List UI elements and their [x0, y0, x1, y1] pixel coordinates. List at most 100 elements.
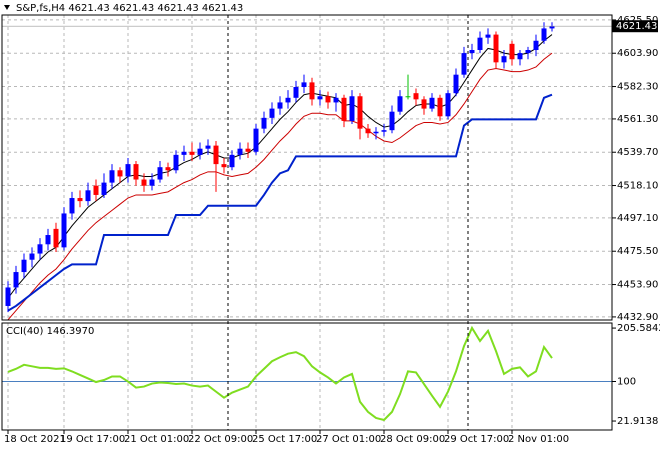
candle-body: [325, 96, 331, 103]
x-tick-label: 18 Oct 2021: [4, 434, 66, 445]
candle-body: [389, 111, 395, 131]
chart-title: S&P,fs,H4 4621.43 4621.43 4621.43 4621.4…: [16, 3, 243, 14]
x-tick-label: 2 Nov 01:00: [508, 434, 569, 445]
candle-body: [69, 198, 75, 214]
candle-body: [261, 117, 267, 129]
indicator-line: [7, 52, 553, 321]
y-tick-label: 4453.90: [617, 280, 658, 291]
candle-body: [133, 164, 139, 180]
cci-panel: [1, 322, 613, 431]
candle-body: [197, 148, 203, 155]
candle-body: [245, 148, 251, 152]
candle-body: [549, 26, 555, 29]
candle-body: [101, 182, 107, 195]
candle-body: [349, 96, 355, 121]
x-tick-label: 28 Oct 09:00: [380, 434, 445, 445]
candle-body: [469, 50, 475, 54]
candle-body: [317, 96, 323, 100]
candle-body: [5, 287, 11, 306]
x-tick-label: 21 Oct 01:00: [124, 434, 189, 445]
candle-body: [37, 244, 43, 254]
candle-body: [493, 34, 499, 63]
candle-body: [141, 179, 147, 186]
x-tick-label: 25 Oct 17:00: [252, 434, 317, 445]
y-tick-label: 100: [617, 377, 636, 388]
candle-body: [437, 97, 443, 117]
candle-body: [365, 128, 371, 134]
candle-body: [117, 170, 123, 177]
y-tick-label: 4582.30: [617, 82, 658, 93]
indicator-line: [7, 34, 553, 299]
candle-body: [205, 145, 211, 149]
indicator-line: [7, 93, 553, 312]
indicator-line: [7, 325, 553, 422]
bid-box: [612, 20, 658, 33]
y-tick-label: 4475.50: [617, 246, 658, 257]
y-tick-label: 4432.90: [617, 312, 658, 323]
candle-body: [445, 93, 451, 117]
y-tick-label: 4539.70: [617, 147, 658, 158]
candle-body: [29, 253, 35, 260]
candle-body: [213, 145, 219, 165]
x-tick-label: 19 Oct 17:00: [60, 434, 125, 445]
y-tick-label: 21.9138: [617, 416, 658, 427]
candle-body: [277, 102, 283, 109]
candle-body: [293, 87, 299, 98]
candle-body: [525, 50, 531, 54]
marks: [2, 22, 612, 422]
candle-body: [373, 131, 379, 134]
candle-body: [501, 56, 507, 63]
candle-body: [357, 96, 363, 129]
candle-body: [541, 28, 547, 41]
main-panel: [1, 14, 613, 321]
candle-body: [453, 74, 459, 94]
candle-body: [285, 97, 291, 103]
candle-body: [229, 154, 235, 168]
candle-body: [173, 154, 179, 171]
candle-body: [221, 164, 227, 168]
candle-body: [381, 130, 387, 132]
candle-body: [405, 96, 411, 98]
candle-body: [77, 198, 83, 202]
x-tick-label: 27 Oct 01:00: [316, 434, 381, 445]
candle-body: [397, 96, 403, 112]
candle-body: [45, 235, 51, 245]
candle-body: [85, 190, 91, 202]
candle-body: [533, 40, 539, 51]
candle-body: [301, 82, 307, 88]
candle-body: [165, 167, 171, 171]
candle-body: [421, 99, 427, 109]
candle-body: [333, 97, 339, 103]
candle-body: [61, 213, 67, 248]
x-tick-label: 22 Oct 09:00: [188, 434, 253, 445]
y-tick-label: 4561.30: [617, 114, 658, 125]
candle-body: [413, 93, 419, 100]
candle-body: [485, 34, 491, 38]
candle-body: [93, 185, 99, 195]
candle-body: [149, 179, 155, 186]
candle-body: [461, 53, 467, 75]
candle-body: [341, 97, 347, 121]
y-tick-label: 4497.10: [617, 213, 658, 224]
menu-arrow[interactable]: [4, 5, 10, 10]
candle-body: [21, 259, 27, 273]
candle-body: [477, 37, 483, 51]
candle-body: [189, 151, 195, 155]
candle-body: [269, 108, 275, 118]
candle-body: [237, 148, 243, 155]
candle-body: [157, 167, 163, 180]
candle-body: [53, 228, 59, 248]
candle-body: [181, 151, 187, 155]
candle-body: [109, 170, 115, 183]
candle-body: [509, 43, 515, 60]
y-tick-label: 4603.90: [617, 48, 658, 59]
candle-body: [429, 97, 435, 109]
x-tick-label: 29 Oct 17:00: [444, 434, 509, 445]
candle-body: [517, 53, 523, 60]
y-tick-label: 205.5842: [617, 323, 660, 334]
y-tick-label: 4518.10: [617, 181, 658, 192]
candle-body: [253, 128, 259, 152]
